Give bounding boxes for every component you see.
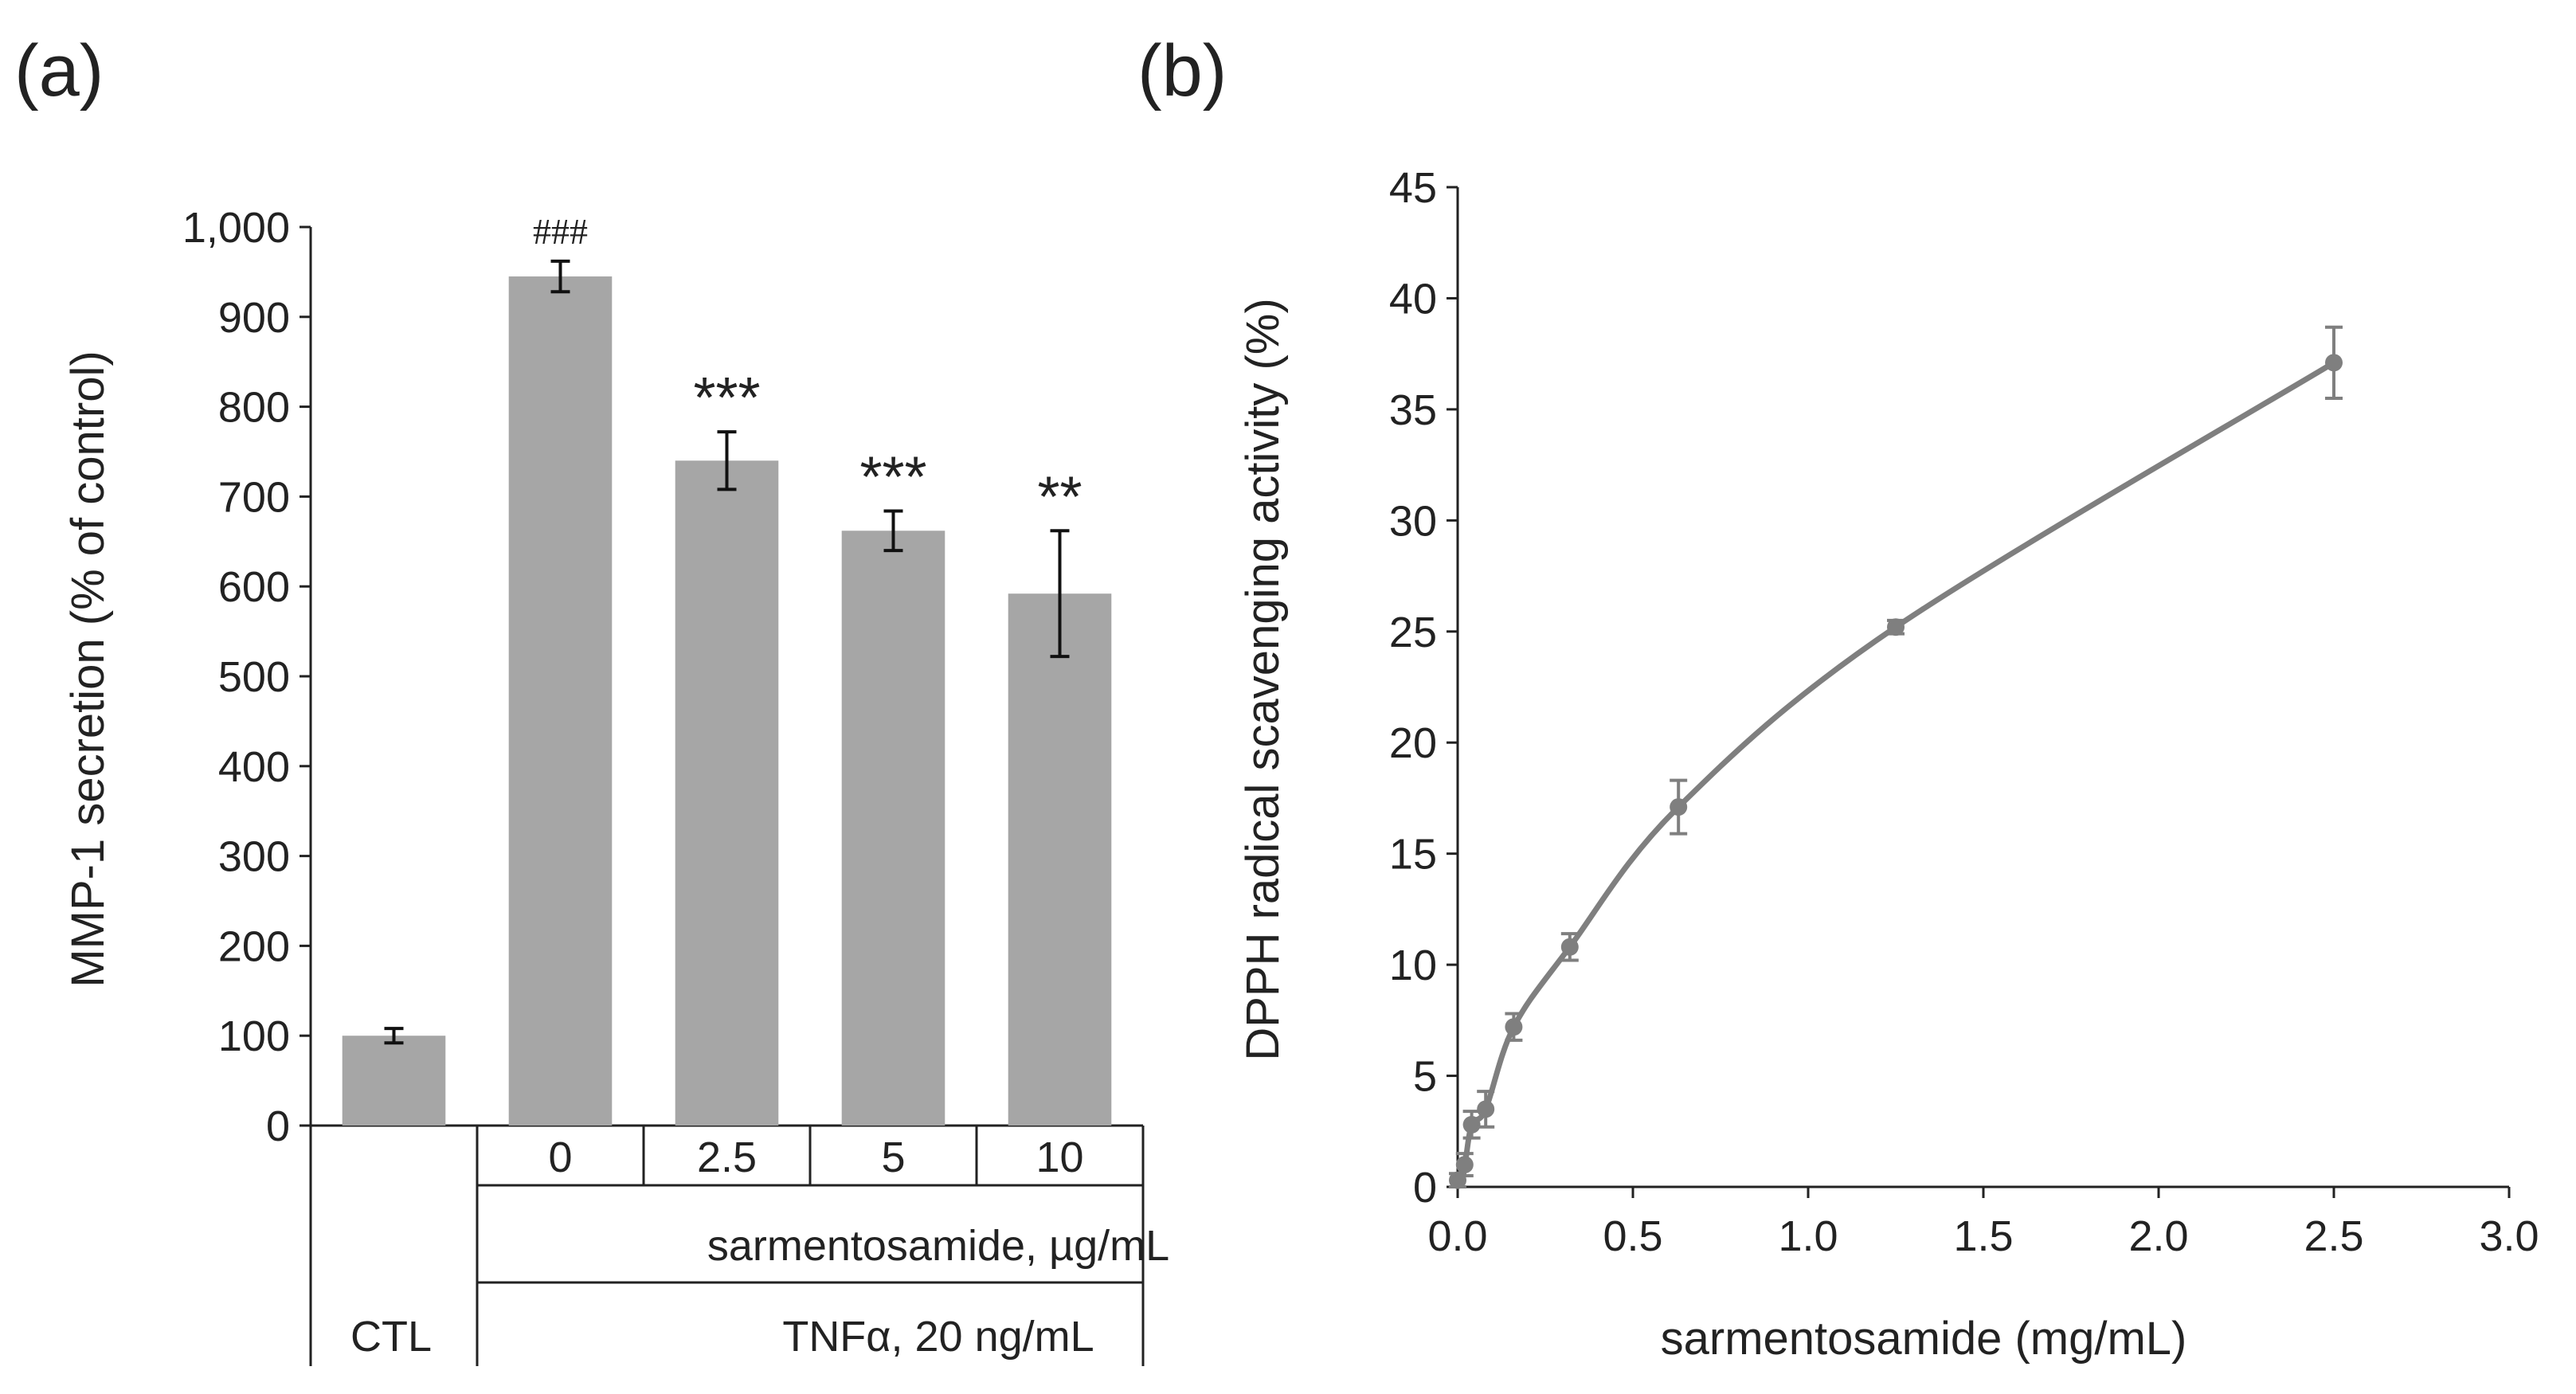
panel-a-bar <box>1008 593 1112 1126</box>
panel-a-bars: ###****** ** <box>342 211 1112 1126</box>
panel-b-y-ticks: 0 5 10 15 20 25 30 35 40 45 <box>1389 164 1458 1212</box>
panel-b-label: (b) <box>1137 30 1227 112</box>
panel-b-data-point <box>1505 1018 1523 1036</box>
panel-b-x-tick-label: 2.0 <box>2128 1212 2188 1260</box>
panel-a-control-label: CTL <box>350 1313 432 1361</box>
panel-a-significance-marker: *** <box>693 366 760 430</box>
panel-a-y-tick-label: 900 <box>218 294 290 342</box>
panel-a-treatment-label: sarmentosamide, µg/mL <box>707 1222 1169 1270</box>
panel-a-y-tick-label: 1,000 <box>182 204 290 252</box>
panel-a-y-tick-label: 400 <box>218 743 290 791</box>
panel-b-y-tick-label: 25 <box>1389 609 1437 656</box>
panel-a-y-tick-label: 800 <box>218 384 290 432</box>
panel-b-x-ticks: 0.0 0.5 1.0 1.5 2.0 2.5 3.0 <box>1427 1187 2539 1260</box>
panel-a-category-label: 10 <box>1035 1134 1083 1181</box>
panel-a-label: (a) <box>14 30 104 112</box>
panel-a-bar-chart: (a) MMP-1 secretion (% of control) 01002… <box>14 30 1169 1366</box>
panel-a-bar <box>508 276 613 1126</box>
panel-a-significance-marker: ** <box>1037 465 1082 529</box>
panel-a-y-tick-label: 100 <box>218 1012 290 1060</box>
panel-b-y-tick-label: 40 <box>1389 275 1437 323</box>
panel-b-y-tick-label: 20 <box>1389 719 1437 767</box>
panel-b-data-point <box>1477 1100 1495 1118</box>
panel-b-data-point <box>1455 1156 1474 1174</box>
panel-b-axes <box>1456 187 2509 1188</box>
panel-a-bar <box>841 531 945 1126</box>
panel-b-y-tick-label: 10 <box>1389 942 1437 989</box>
panel-a-y-tick-label: 300 <box>218 833 290 881</box>
panel-a-bar <box>675 460 779 1126</box>
panel-a-y-axis-title: MMP-1 secretion (% of control) <box>62 350 114 987</box>
panel-b-x-tick-label: 2.5 <box>2304 1212 2363 1260</box>
panel-b-y-tick-label: 35 <box>1389 386 1437 434</box>
panel-a-category-label: 2.5 <box>697 1134 757 1181</box>
panel-b-y-tick-label: 45 <box>1389 164 1437 212</box>
panel-a-y-tick-label: 0 <box>266 1102 290 1150</box>
panel-a-category-table: 0 2.5 5 10 <box>309 1126 1145 1366</box>
panel-a-y-tick-label: 500 <box>218 653 290 701</box>
panel-a-category-label: 0 <box>548 1134 572 1181</box>
panel-b-y-tick-label: 0 <box>1413 1164 1437 1212</box>
panel-b-data-point <box>1670 798 1688 816</box>
panel-b-y-tick-label: 5 <box>1413 1053 1437 1101</box>
panel-b-line-chart: (b) DPPH radical scavenging activity (%)… <box>1137 30 2539 1365</box>
panel-a-stimulus-label: TNFα, 20 ng/mL <box>782 1313 1094 1361</box>
panel-b-data-point <box>1462 1115 1481 1134</box>
panel-a-significance-marker: *** <box>859 445 926 509</box>
panel-b-data-point <box>1887 618 1905 636</box>
panel-a-significance-marker: ### <box>533 211 588 252</box>
panel-b-x-tick-label: 1.0 <box>1778 1212 1838 1260</box>
panel-a-bar <box>342 1036 446 1126</box>
panel-a-y-ticks: 0 100 200 300 400 500 600 700 800 900 1,000 <box>182 204 311 1150</box>
panel-b-x-tick-label: 3.0 <box>2479 1212 2539 1260</box>
panel-b-y-tick-label: 30 <box>1389 497 1437 545</box>
panel-a-y-tick-label: 600 <box>218 563 290 611</box>
panel-b-x-tick-label: 0.5 <box>1603 1212 1662 1260</box>
panel-b-x-tick-label: 0.0 <box>1427 1212 1487 1260</box>
panel-a-category-label: 5 <box>881 1134 905 1181</box>
panel-b-x-tick-label: 1.5 <box>1953 1212 2013 1260</box>
panel-b-y-tick-label: 15 <box>1389 831 1437 879</box>
panel-b-series-line <box>1454 360 2335 1182</box>
panel-b-series <box>1449 325 2343 1189</box>
panel-b-data-point <box>1560 938 1579 956</box>
panel-a-y-tick-label: 200 <box>218 922 290 970</box>
panel-a-y-tick-label: 700 <box>218 473 290 521</box>
panel-b-y-axis-title: DPPH radical scavenging activity (%) <box>1237 298 1289 1060</box>
panel-b-data-point <box>2325 354 2343 372</box>
panel-b-x-axis-title: sarmentosamide (mg/mL) <box>1661 1313 2187 1365</box>
